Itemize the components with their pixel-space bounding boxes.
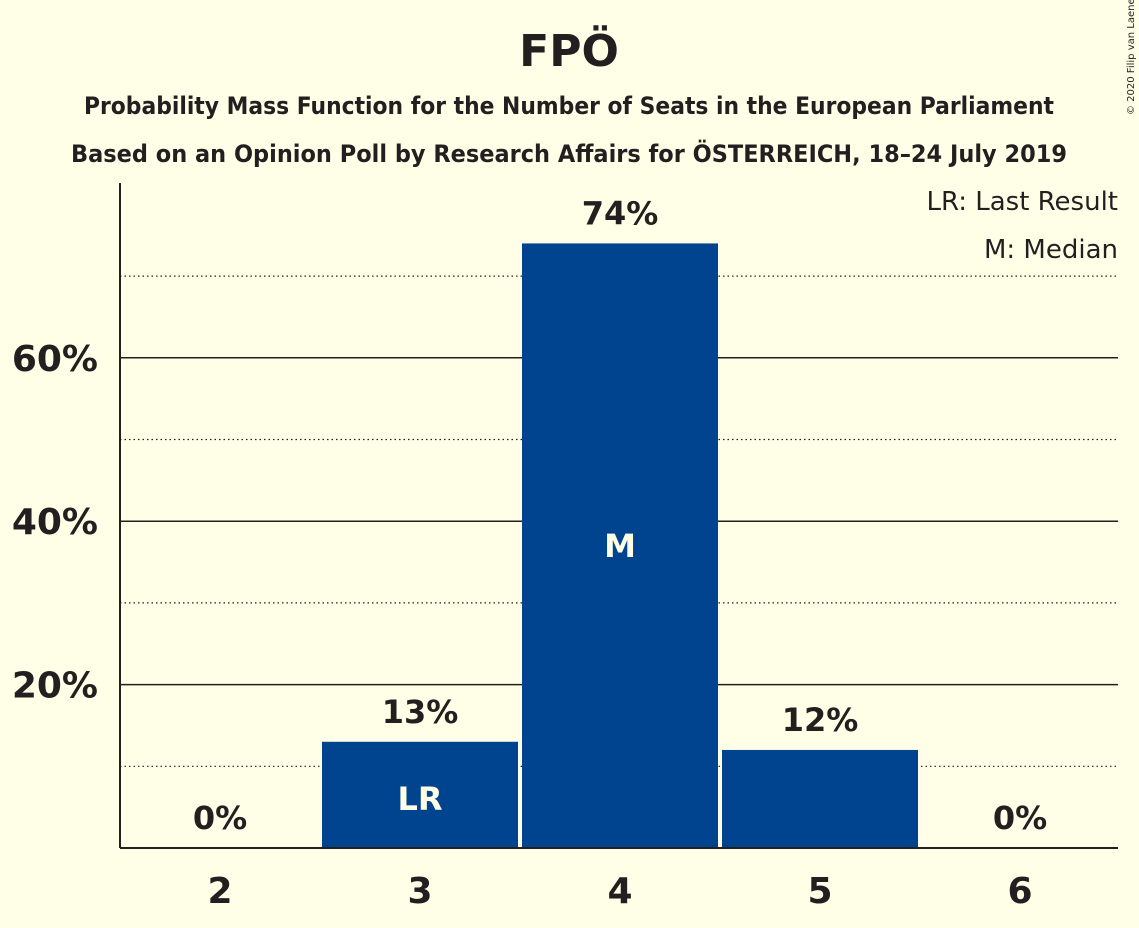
- chart-subtitle-line1: Probability Mass Function for the Number…: [84, 92, 1054, 120]
- bar-value-label: 74%: [582, 194, 659, 232]
- x-tick-label: 5: [807, 871, 832, 912]
- bar-value-label: 0%: [193, 799, 247, 837]
- legend-entry-last-result: LR: Last Result: [926, 187, 1118, 217]
- chart-title: FPÖ: [519, 24, 619, 77]
- bar: [322, 741, 518, 848]
- x-tick-label: 4: [607, 871, 632, 912]
- bar-value-label: 0%: [993, 799, 1047, 837]
- x-tick-label: 6: [1007, 871, 1032, 912]
- plot-area: 20% 40% 60% 0% 2 13% LR 3 74% M 4 12% 5 0% 6: [12, 183, 1118, 912]
- bar-value-label: 13%: [382, 693, 459, 731]
- bar-marker-label: M: [604, 527, 636, 565]
- bar-value-label: 12%: [782, 701, 859, 739]
- y-tick-label: 40%: [12, 502, 98, 543]
- chart-subtitle-line2: Based on an Opinion Poll by Research Aff…: [71, 138, 1067, 168]
- x-tick-label: 2: [207, 871, 232, 912]
- bar-marker-label: LR: [397, 780, 442, 818]
- y-tick-label: 20%: [12, 666, 98, 707]
- copyright-notice: © 2020 Filip van Laenen: [1126, 0, 1137, 115]
- y-tick-label: 60%: [12, 339, 98, 380]
- x-tick-label: 3: [407, 871, 432, 912]
- bar: [722, 749, 918, 848]
- legend-entry-median: M: Median: [984, 235, 1118, 265]
- bar: [522, 243, 718, 849]
